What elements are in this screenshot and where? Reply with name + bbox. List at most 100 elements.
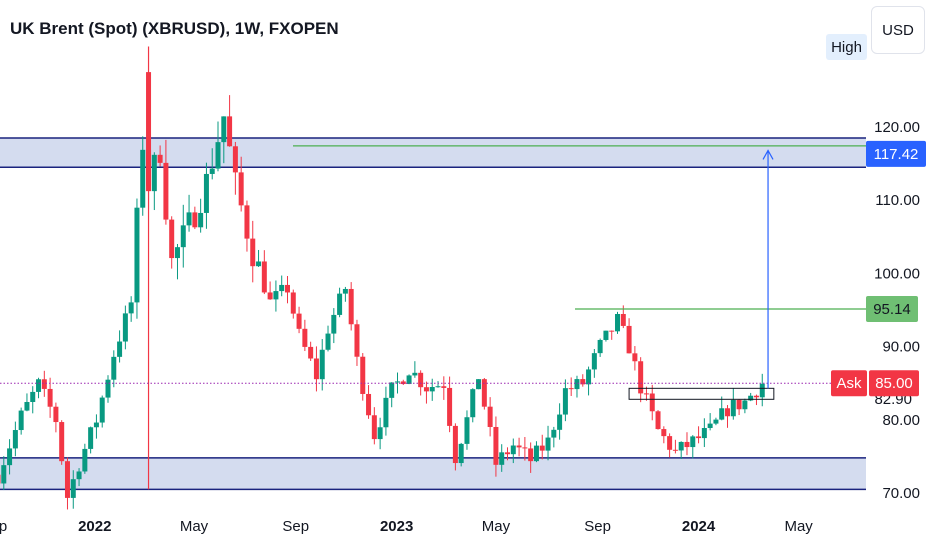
candle-body: [284, 284, 290, 293]
candle-body: [232, 146, 238, 173]
candle-body: [267, 292, 273, 300]
candle-body: [203, 173, 209, 213]
x-tick-label: May: [784, 518, 813, 535]
candle-body: [256, 261, 262, 267]
candle-body: [493, 426, 499, 465]
ask-label-tag: Ask: [831, 370, 867, 397]
candle-body: [244, 205, 250, 239]
candle-body: [655, 411, 661, 430]
ask-price-tag: 85.00: [869, 370, 919, 397]
candle-body: [586, 369, 592, 385]
candle-body: [122, 313, 128, 342]
candle-body: [186, 212, 192, 226]
candle-body: [290, 292, 296, 314]
candle-body: [725, 408, 731, 417]
resistance-price-tag-text: 95.14: [873, 301, 911, 318]
consolidation-box: [628, 387, 775, 400]
candle-body: [18, 410, 24, 431]
candle-body: [250, 238, 256, 267]
chart-title: UK Brent (Spot) (XBRUSD), 1W, FXOPEN: [10, 19, 339, 38]
candle-body: [423, 387, 429, 392]
candle-body: [684, 441, 690, 448]
candle-body: [701, 428, 707, 439]
candle-body: [412, 372, 418, 376]
candle-body: [93, 422, 99, 428]
candle-body: [1, 465, 7, 484]
candle-body: [476, 379, 482, 390]
y-tick-label: 80.00: [882, 412, 920, 429]
candle-body: [238, 172, 244, 206]
candle-body: [140, 149, 146, 208]
candle-body: [730, 399, 736, 417]
candle-body: [7, 448, 13, 466]
candle-body: [24, 401, 30, 411]
candle-body: [157, 154, 163, 163]
candle-body: [429, 386, 435, 392]
candle-body: [470, 389, 476, 418]
x-tick-label: Sep: [0, 518, 7, 535]
candle-body: [59, 422, 65, 462]
candle-body: [643, 393, 649, 395]
candle-body: [562, 388, 568, 415]
ask-price-tag-text: 85.00: [875, 375, 913, 392]
target-price-tag: 117.42: [866, 140, 926, 167]
candle-body: [273, 291, 279, 300]
candle-body: [163, 162, 169, 220]
x-tick-label: 2023: [380, 518, 413, 535]
price-mode-button[interactable]: High: [826, 34, 867, 60]
candle-body: [360, 356, 366, 394]
candle-body: [302, 328, 308, 347]
candle-body: [672, 449, 678, 451]
lower-demand-zone: [0, 457, 866, 490]
candle-body: [620, 313, 626, 326]
candle-body: [406, 375, 412, 385]
candle-body: [30, 391, 36, 402]
candle-body: [227, 116, 233, 147]
candle-body: [88, 427, 94, 449]
target-price-tag-text: 117.42: [874, 146, 919, 163]
x-tick-label: Sep: [282, 518, 309, 535]
upper-supply-zone: [0, 137, 866, 168]
candle-body: [192, 212, 198, 228]
candle-body: [0, 474, 1, 484]
y-tick-label: 70.00: [882, 485, 920, 502]
candle-body: [638, 361, 644, 394]
candle-body: [759, 383, 765, 398]
candle-body: [481, 379, 487, 407]
candle-body: [615, 313, 621, 332]
candle-body: [105, 379, 111, 398]
candle-body: [198, 212, 204, 228]
candle-body: [557, 414, 563, 430]
candle-body: [169, 219, 175, 259]
candle-body: [452, 425, 458, 464]
y-tick-label: 120.00: [874, 119, 920, 136]
spike-candle-body: [146, 72, 152, 186]
candle-body: [667, 436, 673, 450]
candle-body: [377, 427, 383, 440]
candle-body: [632, 353, 638, 362]
candle-body: [748, 395, 754, 401]
candle-body: [261, 261, 267, 293]
candle-body: [325, 333, 331, 350]
candle-body: [383, 397, 389, 428]
candle-body: [70, 479, 76, 498]
candle-body: [111, 356, 117, 380]
candle-body: [458, 443, 464, 464]
candle-body: [128, 302, 134, 314]
candle-body: [12, 430, 18, 449]
ask-price-tag-bg: [869, 370, 919, 397]
candle-body: [64, 461, 70, 498]
candle-body: [180, 225, 186, 248]
ask-label-tag-text: Ask: [836, 375, 862, 392]
candle-body: [342, 288, 348, 294]
candle-body: [464, 417, 470, 444]
candle-body: [690, 436, 696, 448]
x-tick-label: May: [482, 518, 511, 535]
candle-body: [394, 381, 400, 383]
candle-body: [82, 448, 88, 472]
currency-button[interactable]: USD: [871, 6, 925, 54]
candle-body: [678, 441, 684, 451]
candle-body: [487, 406, 493, 427]
candle-body: [215, 142, 221, 169]
